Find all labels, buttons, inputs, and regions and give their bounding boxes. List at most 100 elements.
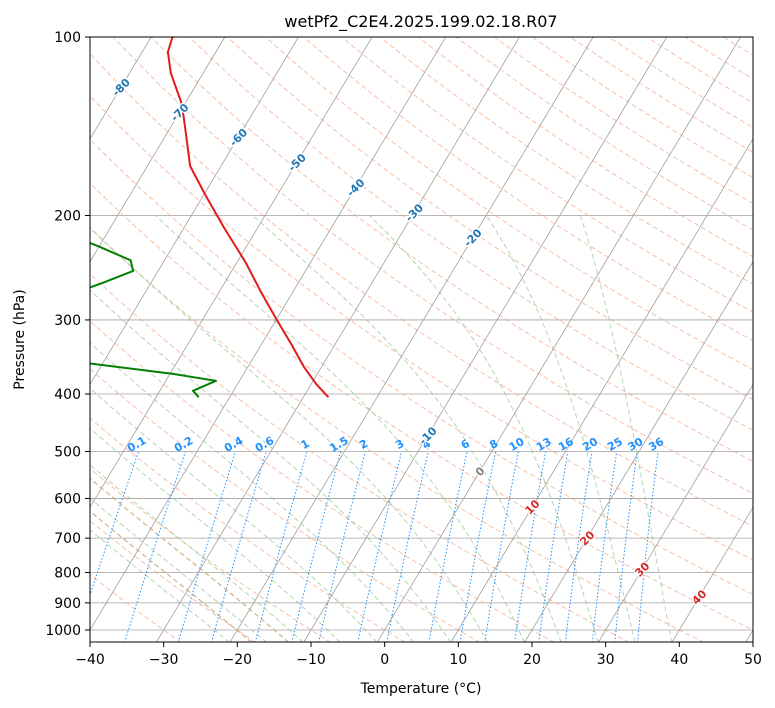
dry-adiabat: [684, 37, 753, 80]
moist-adiabat: [90, 226, 488, 642]
mixing-ratio-label: 20: [580, 435, 600, 454]
y-tick-label: 1000: [45, 623, 81, 639]
mixing-ratio-line: [318, 451, 366, 642]
isotherm: [671, 506, 753, 642]
dry-adiabat: [265, 37, 753, 371]
dry-adiabat: [455, 37, 753, 231]
isotherm-label: -60: [227, 126, 250, 149]
moist-adiabat: [90, 342, 415, 642]
isotherm: [156, 37, 520, 642]
dry-adiabat: [90, 368, 481, 642]
x-tick-label: 30: [597, 652, 615, 668]
axes: −40 −30 −20 −10 0 10 20 30 40 5010020030040050060…: [45, 30, 762, 668]
mixing-ratio-line: [177, 451, 236, 642]
mixing-ratio-line: [428, 451, 468, 642]
dry-adiabat: [90, 520, 257, 642]
dry-adiabat: [188, 37, 753, 431]
isotherms: [0, 37, 753, 643]
moist-adiabat: [90, 427, 341, 642]
isobar-grid: [90, 37, 753, 631]
y-tick-label: 600: [54, 491, 81, 507]
x-tick-label: 10: [449, 652, 467, 668]
mixing-ratio-line: [357, 451, 403, 642]
mixing-ratio-line: [291, 451, 342, 642]
isotherm-label: -30: [403, 201, 426, 224]
dry-adiabat: [532, 37, 753, 179]
y-tick-label: 500: [54, 444, 81, 460]
isotherm: [90, 37, 299, 386]
dry-adiabat: [112, 37, 753, 494]
x-axis-label: Temperature (°C): [360, 681, 482, 697]
chart-title: wetPf2_C2E4.2025.199.02.18.R07: [284, 12, 557, 32]
mixing-ratio-line: [637, 451, 659, 642]
dry-adiabat: [90, 320, 555, 642]
dry-adiabat: [646, 37, 753, 104]
isotherm-zero-label: 0: [473, 464, 488, 479]
isotherm: [229, 37, 594, 642]
plot-area: 0.1 0.2 0.4 0.6 1 1.5 2 3 4 6 8 10 13 16 20 25 30 36-100-…: [0, 23, 753, 643]
dry-adiabat: [90, 138, 753, 595]
dry-adiabat: [303, 37, 753, 342]
dry-adiabat: [90, 468, 331, 642]
x-tick-label: −20: [223, 652, 253, 668]
moist-adiabat: [90, 289, 452, 642]
moist-adiabat: [252, 215, 562, 642]
isotherm: [303, 37, 668, 642]
mixing-ratio-line: [514, 451, 547, 642]
x-tick-label: −10: [296, 652, 326, 668]
isotherm: [90, 37, 152, 140]
moist-adiabats: [90, 215, 673, 642]
isotherm: [0, 37, 4, 643]
x-tick-label: 40: [670, 652, 688, 668]
y-tick-label: 300: [54, 313, 81, 329]
dry-adiabat: [90, 182, 753, 631]
y-tick-label: 100: [54, 30, 81, 46]
moist-adiabat: [90, 529, 230, 642]
isotherm: [450, 138, 753, 642]
mixing-ratio-line: [386, 451, 429, 642]
dry-adiabat: [608, 37, 753, 128]
isotherm: [90, 37, 447, 631]
dry-adiabat: [90, 227, 705, 642]
mixing-ratio-line: [459, 451, 497, 642]
mixing-ratio-label: 25: [605, 435, 625, 454]
isotherm-label: 10: [523, 497, 543, 517]
profile-lines: [90, 37, 330, 398]
isotherm: [90, 37, 226, 263]
dry-adiabats: [90, 37, 753, 642]
mixing-ratio-label: 3: [393, 437, 406, 452]
x-tick-label: −40: [75, 652, 105, 668]
moist-adiabat: [579, 215, 673, 642]
isotherm-label: 30: [632, 559, 652, 579]
dendritic-growth-line: [90, 510, 253, 642]
dry-adiabat: [341, 37, 753, 313]
isotherm-label: -70: [168, 101, 191, 124]
dry-adiabat: [90, 95, 753, 561]
mixing-ratio-label: 13: [534, 435, 554, 454]
isotherm-label: -100: [0, 23, 19, 52]
isotherm-label: -90: [51, 51, 74, 74]
mixing-ratio-line: [538, 451, 569, 642]
temperature-profile-line: [166, 37, 330, 398]
isotherm-label: 40: [689, 587, 709, 607]
mixing-ratio-line: [614, 451, 638, 642]
dry-adiabat: [90, 273, 630, 642]
moist-adiabat: [90, 464, 304, 642]
dry-adiabat: [722, 37, 753, 56]
dry-adiabat: [417, 37, 753, 258]
x-tick-label: 0: [380, 652, 389, 668]
x-tick-label: −30: [149, 652, 179, 668]
x-tick-label: 50: [744, 652, 762, 668]
x-tick-label: 20: [523, 652, 541, 668]
mixing-ratio-lines: [90, 451, 659, 642]
mixing-ratio-label: 16: [556, 435, 576, 454]
isotherm: [524, 260, 753, 642]
y-tick-label: 200: [54, 209, 81, 225]
y-tick-label: 900: [54, 596, 81, 612]
dendritic-growth-line: [90, 477, 290, 642]
dry-adiabat: [150, 37, 753, 462]
dry-adiabat: [90, 417, 406, 642]
moist-adiabat: [90, 387, 378, 642]
isotherm: [745, 629, 753, 642]
